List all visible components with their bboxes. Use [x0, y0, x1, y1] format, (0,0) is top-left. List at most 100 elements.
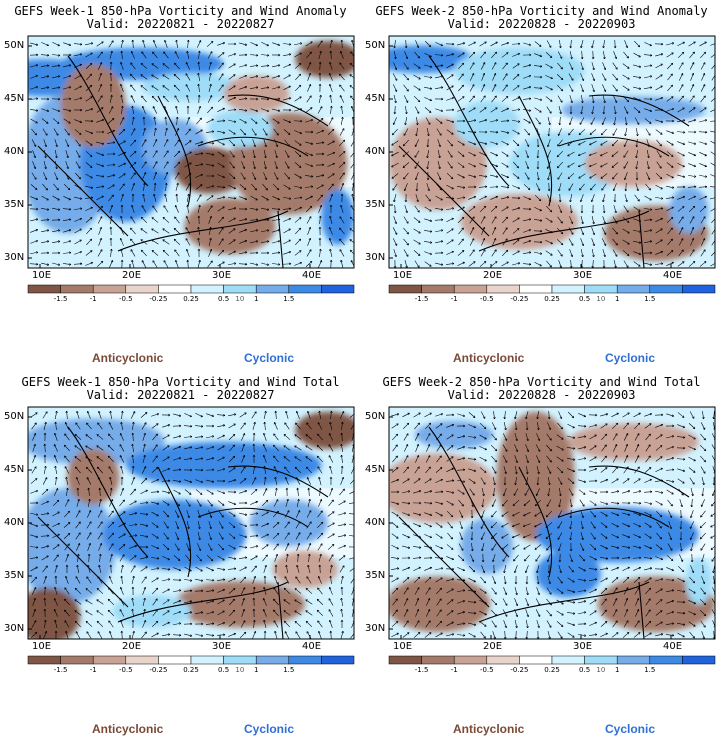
colorbar-label: -0.5 — [479, 666, 494, 674]
cyclonic-region — [561, 96, 706, 125]
panel-title: GEFS Week-1 850-hPa Vorticity and Wind A… — [14, 4, 347, 18]
colorbar-swatch — [649, 655, 683, 665]
colorbar-label: 0.25 — [544, 295, 560, 303]
anticyclonic-region — [28, 587, 81, 639]
wind-vectors — [29, 410, 354, 639]
colorbar-swatch — [125, 284, 159, 294]
colorbar-swatch — [288, 284, 322, 294]
anticyclonic-region — [67, 448, 120, 505]
cyclonic-region — [685, 557, 712, 605]
longitude-label: 30E — [573, 641, 593, 652]
latitude-label: 30N — [365, 623, 386, 634]
wind-vectors — [391, 39, 715, 268]
anticyclonic-region — [389, 453, 497, 523]
colorbar-swatch — [158, 655, 192, 665]
longitude-label: 10E — [32, 270, 52, 281]
cyclonic-legend: Cyclonic — [605, 722, 656, 736]
colorbar-swatch — [519, 655, 553, 665]
coastlines — [37, 55, 329, 268]
cyclonic-legend: Cyclonic — [244, 722, 295, 736]
colorbar-scale-note: 10 — [235, 295, 245, 303]
coastlines — [37, 426, 329, 639]
colorbar-swatch — [27, 284, 61, 294]
latitude-label: 35N — [4, 199, 25, 210]
longitude-label: 40E — [663, 270, 683, 281]
colorbar-label: -0.25 — [149, 666, 168, 674]
anticyclonic-legend: Anticyclonic — [453, 722, 525, 736]
latitude-label: 45N — [4, 93, 25, 104]
colorbar-label: -1.5 — [53, 295, 68, 303]
colorbar-label: 0.25 — [183, 666, 199, 674]
colorbar-swatch — [255, 284, 290, 294]
colorbar-swatch — [453, 655, 488, 665]
anticyclonic-region — [389, 117, 487, 210]
colorbar-label: 0.25 — [544, 666, 560, 674]
longitude-label: 40E — [663, 641, 683, 652]
colorbar-swatch — [649, 284, 683, 294]
longitude-label: 20E — [483, 270, 503, 281]
colorbar-swatch — [551, 655, 585, 665]
colorbar-label: -0.25 — [510, 295, 529, 303]
anticyclonic-region — [174, 581, 306, 628]
map-figure — [388, 35, 716, 294]
latitude-label: 45N — [365, 93, 386, 104]
colorbar-label: 0.25 — [183, 295, 199, 303]
latitude-label: 45N — [365, 464, 386, 475]
latitude-label: 40N — [4, 517, 25, 528]
colorbar-label: -1 — [89, 295, 97, 303]
colorbar-label: -1.5 — [53, 666, 68, 674]
coastlines — [398, 426, 690, 639]
cyclonic-legend: Cyclonic — [244, 351, 295, 365]
cyclonic-region — [142, 73, 240, 101]
colorbar-swatch — [453, 284, 488, 294]
cyclonic-region — [28, 418, 165, 465]
longitude-label: 30E — [212, 270, 232, 281]
colorbar-label: -0.5 — [479, 295, 494, 303]
anticyclonic-region — [496, 411, 575, 542]
colorbar-label: 1.5 — [283, 666, 295, 674]
latitude-label: 30N — [4, 623, 25, 634]
latitude-label: 30N — [365, 252, 386, 263]
colorbar-label: 1.5 — [283, 295, 295, 303]
colorbar-swatch — [223, 284, 257, 294]
cyclonic-region — [125, 441, 322, 489]
colorbar-swatch — [388, 655, 422, 665]
panel-title: GEFS Week-2 850-hPa Vorticity and Wind T… — [382, 375, 701, 389]
longitude-label: 10E — [393, 641, 413, 652]
anticyclonic-region — [223, 75, 289, 113]
longitude-label: 20E — [122, 270, 142, 281]
colorbar-label: 0.5 — [579, 295, 591, 303]
colorbar-label: -1.5 — [414, 295, 429, 303]
panel-title: GEFS Week-1 850-hPa Vorticity and Wind T… — [21, 375, 340, 389]
map-panel-week1-total: GEFS Week-1 850-hPa Vorticity and Wind T… — [0, 371, 361, 742]
colorbar-swatch — [190, 284, 224, 294]
latitude-label: 50N — [4, 411, 25, 422]
valid-dates: Valid: 20220821 - 20220827 — [86, 17, 275, 31]
map-figure — [27, 35, 355, 294]
colorbar-swatch — [288, 655, 322, 665]
colorbar-swatch — [158, 284, 192, 294]
colorbar-label: -0.25 — [149, 295, 168, 303]
valid-dates: Valid: 20220821 - 20220827 — [86, 388, 275, 402]
valid-dates: Valid: 20220828 - 20220903 — [447, 17, 636, 31]
colorbar-swatch — [584, 655, 618, 665]
anticyclonic-region — [460, 193, 579, 250]
longitude-label: 30E — [212, 641, 232, 652]
colorbar-label: -1 — [450, 295, 458, 303]
anticyclonic-legend: Anticyclonic — [92, 722, 164, 736]
colorbar-swatch — [321, 284, 355, 294]
latitude-label: 30N — [4, 252, 25, 263]
colorbar-scale-note: 10 — [596, 666, 606, 674]
colorbar-swatch — [92, 655, 127, 665]
colorbar-label: -1 — [89, 666, 97, 674]
map-panel-week1-anomaly: GEFS Week-1 850-hPa Vorticity and Wind A… — [0, 0, 361, 371]
panel-title: GEFS Week-2 850-hPa Vorticity and Wind A… — [375, 4, 708, 18]
colorbar-label: 1 — [614, 666, 620, 674]
colorbar-swatch — [519, 284, 553, 294]
colorbar-swatch — [190, 655, 224, 665]
longitude-label: 30E — [573, 270, 593, 281]
latitude-label: 40N — [4, 146, 25, 157]
colorbar-label: 1 — [614, 295, 620, 303]
colorbar-label: 1.5 — [644, 666, 656, 674]
latitude-label: 35N — [4, 570, 25, 581]
